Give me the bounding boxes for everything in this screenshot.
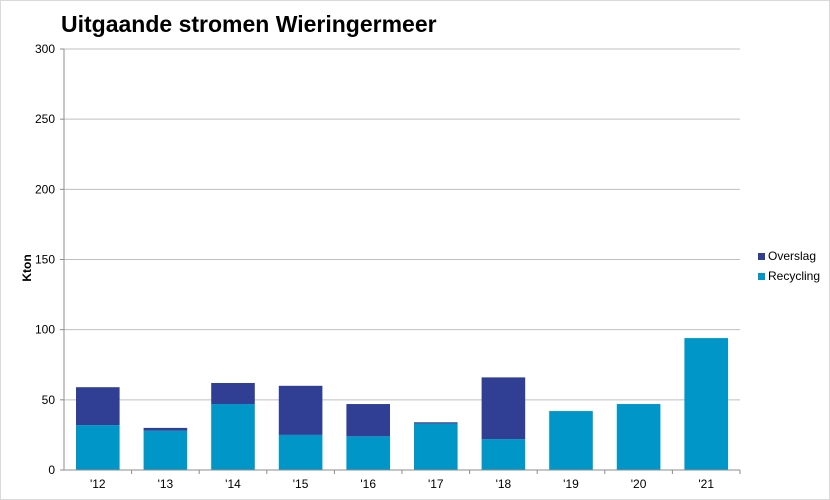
bar-recycling: [278, 434, 323, 470]
y-tick-label: 100: [35, 323, 55, 337]
bar-recycling: [75, 425, 120, 470]
legend-label-overslag: Overslag: [768, 249, 816, 263]
chart-title: Uitgaande stromen Wieringermeer: [61, 11, 437, 37]
axis-layer: 0 50 100 150 200 250 300 '12 '13 '14 '15 '16 '17 '18 '…: [35, 42, 741, 491]
grid-layer: [64, 48, 740, 401]
bar-recycling: [346, 436, 391, 470]
y-tick-label: 50: [42, 393, 56, 407]
bar-recycling: [684, 338, 729, 470]
bar-recycling: [616, 404, 661, 470]
x-tick-label: '13: [158, 477, 174, 491]
bar-recycling: [549, 411, 593, 470]
x-tick-label: '14: [225, 477, 241, 491]
bar-overslag: [278, 385, 323, 435]
y-tick-label: 0: [48, 463, 55, 477]
x-tick-label: '18: [496, 477, 512, 491]
legend-label-recycling: Recycling: [768, 269, 820, 283]
y-axis-label: Kton: [20, 254, 34, 281]
bar-overslag: [143, 427, 188, 431]
bars-layer: [75, 338, 729, 470]
bar-overslag: [346, 404, 391, 437]
y-tick-label: 150: [35, 253, 55, 267]
legend: Overslag Recycling: [758, 249, 820, 283]
x-tick-label: '17: [428, 477, 444, 491]
y-tick-label: 300: [35, 42, 55, 56]
bar-overslag: [211, 382, 255, 405]
bar-recycling: [413, 423, 458, 470]
bar-overslag: [413, 422, 458, 424]
bar-recycling: [481, 439, 526, 470]
x-tick-label: '16: [360, 477, 376, 491]
y-tick-label: 250: [35, 112, 55, 126]
legend-swatch-overslag: [758, 253, 765, 260]
x-tick-label: '20: [631, 477, 647, 491]
bar-overslag: [481, 377, 526, 440]
x-tick-label: '15: [293, 477, 309, 491]
x-tick-label: '12: [90, 477, 106, 491]
legend-swatch-recycling: [758, 273, 765, 280]
bar-recycling: [143, 430, 188, 470]
y-tick-label: 200: [35, 182, 55, 196]
bar-overslag: [75, 387, 120, 426]
bar-recycling: [211, 404, 255, 470]
x-tick-label: '19: [563, 477, 579, 491]
x-tick-label: '21: [698, 477, 714, 491]
